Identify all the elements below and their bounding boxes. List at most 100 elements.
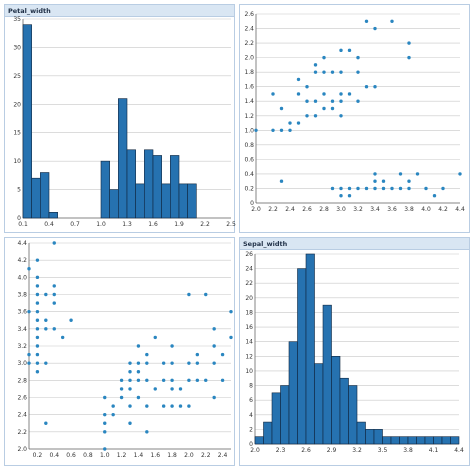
scatter-point [305, 114, 309, 118]
histogram-bar [382, 436, 392, 445]
y-tick-label: 2.6 [17, 395, 27, 402]
scatter-point [288, 128, 292, 133]
x-tick-label: 4.4 [454, 447, 464, 454]
y-tick-label: 6 [249, 397, 253, 404]
scatter-point [161, 378, 166, 383]
scatter-point [145, 430, 149, 434]
histogram-bar [348, 385, 358, 445]
y-tick-label: 0.8 [244, 142, 254, 149]
histogram-bar [144, 149, 154, 219]
x-tick-label: 2.4 [218, 452, 228, 459]
x-tick-label: 2.2 [268, 206, 278, 213]
scatter-point [373, 84, 377, 89]
scatter-point [364, 19, 369, 23]
scatter-point [373, 172, 377, 176]
histogram-bar [118, 98, 128, 219]
y-tick-label: 12 [245, 353, 253, 360]
histogram-bar [365, 429, 375, 445]
scatter-point [111, 404, 115, 408]
scatter-point [313, 114, 318, 118]
scatter-point [347, 92, 352, 96]
scatter-point [35, 327, 40, 331]
y-tick-label: 3.2 [17, 343, 27, 350]
scatter-point [381, 186, 386, 191]
scatter-point [128, 370, 132, 374]
scatter-point [136, 370, 141, 374]
y-tick-label: 4.2 [17, 257, 27, 264]
x-tick-label: 3.0 [336, 206, 346, 213]
x-tick-label: 0.4 [49, 452, 59, 459]
scatter-point [128, 421, 132, 425]
x-tick-label: 1.6 [148, 221, 158, 228]
x-tick-label: 3.8 [404, 206, 414, 213]
y-tick-label: 0 [249, 441, 253, 448]
x-tick-label: 1.9 [174, 221, 184, 228]
scatter-point [35, 352, 40, 357]
x-tick-label: 2.2 [201, 452, 211, 459]
scatter-point [35, 284, 40, 288]
histogram-bar [407, 436, 417, 445]
x-tick-label: 0.1 [18, 221, 28, 228]
scatter-point [187, 404, 191, 408]
x-tick-label: 3.5 [378, 447, 388, 454]
histogram-bar [187, 183, 197, 219]
scatter-point [35, 335, 40, 340]
scatter-point [373, 26, 377, 31]
scatter-point [407, 55, 411, 60]
scatter-point [322, 70, 326, 74]
x-tick-label: 4.0 [421, 206, 431, 213]
y-tick-label: 16 [245, 324, 253, 331]
scatter-point [103, 395, 107, 400]
y-tick-label: 5 [17, 187, 21, 194]
scatter-point [128, 387, 132, 391]
x-tick-label: 4.1 [429, 447, 439, 454]
histogram-bar [280, 385, 290, 445]
y-tick-label: 18 [245, 309, 253, 316]
y-tick-label: 20 [13, 101, 21, 108]
scatter-point [153, 387, 157, 391]
scatter-point [254, 128, 258, 133]
histogram-bar [416, 436, 426, 445]
x-tick-label: 2.2 [200, 221, 210, 228]
histogram-bar [178, 183, 188, 219]
scatter-point [339, 114, 343, 118]
scatter-point [313, 99, 318, 103]
scatter-point [424, 186, 428, 191]
scatter-point [69, 318, 73, 322]
y-tick-label: 22 [245, 280, 253, 287]
panel-petal-width-histogram: Petal_width 0 5 10 15 20 25 30 35 0.1 0.4 0.7 1.0 1.… [4, 4, 236, 233]
histogram-bar [424, 436, 434, 445]
scatter-point [339, 70, 343, 74]
scatter-point [187, 361, 191, 365]
scatter-point [288, 121, 292, 125]
scatter-point [271, 92, 275, 96]
scatter-point [145, 404, 149, 408]
histogram-bar [373, 429, 383, 445]
scatter-point [27, 352, 31, 357]
scatter-point [322, 55, 326, 60]
scatter-point [212, 361, 216, 365]
x-tick-label: 3.8 [403, 447, 413, 454]
y-tick-label: 2.0 [244, 55, 254, 62]
scatter-point [381, 179, 386, 183]
scatter-point [111, 412, 115, 417]
scatter-point [212, 344, 216, 348]
scatter-point [145, 352, 149, 357]
scatter-point [195, 378, 200, 383]
y-tick-label: 0.6 [244, 156, 254, 163]
scatter-point [339, 194, 343, 198]
scatter-point [52, 292, 56, 297]
scatter-point [347, 194, 352, 198]
x-tick-label: 1.2 [117, 452, 127, 459]
scatter-point [44, 361, 48, 365]
scatter-point [441, 186, 445, 191]
scatter-point [119, 395, 124, 400]
y-tick-label: 25 [13, 73, 21, 80]
x-tick-label: 0.8 [83, 452, 93, 459]
histogram-bar [40, 172, 50, 219]
scatter-point [339, 48, 343, 53]
scatter-point [35, 275, 40, 280]
scatter-point [170, 378, 174, 383]
y-tick-label: 26 [245, 251, 253, 258]
